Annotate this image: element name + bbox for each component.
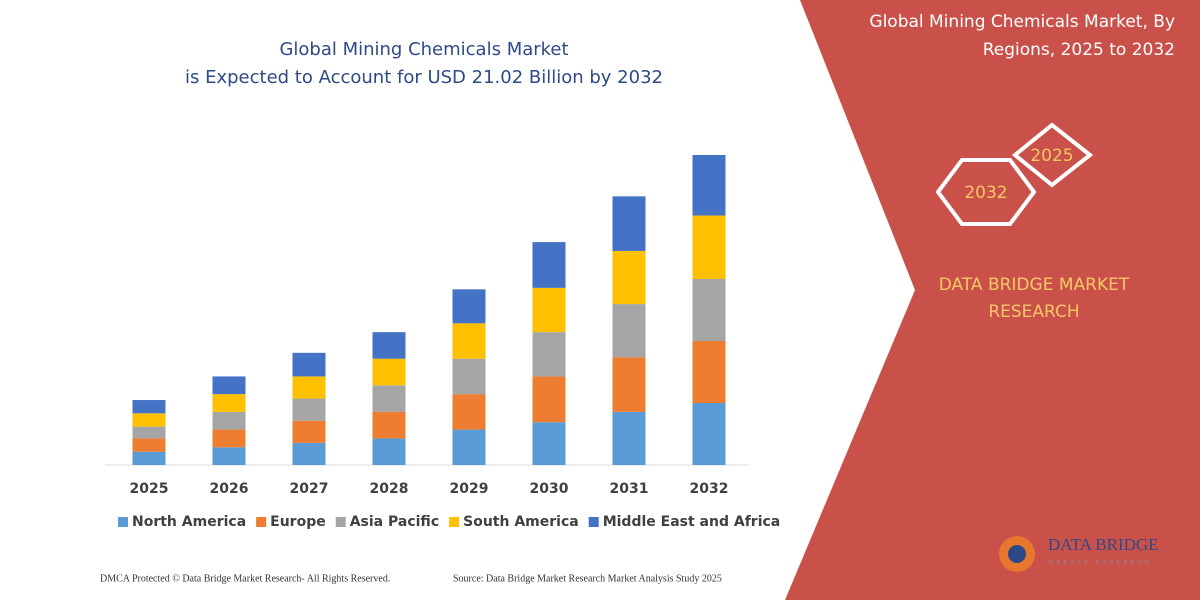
- bar-segment: [132, 438, 166, 452]
- legend-swatch: [118, 517, 128, 527]
- bar-segment: [612, 250, 646, 305]
- bar-segment: [452, 394, 486, 430]
- bar-segment: [212, 376, 246, 395]
- legend-label: Europe: [270, 514, 326, 530]
- side-panel: [785, 0, 1200, 600]
- x-tick-label: 2031: [610, 481, 649, 497]
- bar-segment: [612, 357, 646, 412]
- bar-segment: [692, 341, 726, 403]
- bar-segment: [292, 398, 326, 421]
- bar-segment: [132, 426, 166, 439]
- bar-segment: [372, 411, 406, 439]
- bar-segment: [212, 411, 246, 430]
- legend-swatch: [449, 517, 460, 527]
- bar-segment: [292, 442, 326, 465]
- x-tick-label: 2026: [210, 481, 249, 497]
- hexagon: [1011, 122, 1094, 188]
- x-tick-label: 2032: [690, 481, 729, 497]
- bar-segment: [292, 352, 326, 377]
- bar-segment: [372, 385, 406, 412]
- bar-segment: [532, 242, 566, 288]
- bar-segment: [612, 411, 646, 465]
- hexagon: [935, 158, 1037, 226]
- x-tick-label: 2028: [370, 481, 409, 497]
- logo-tagline: MARKET RESEARCH: [1048, 560, 1152, 567]
- legend-swatch: [335, 517, 346, 527]
- bar-segment: [212, 429, 246, 448]
- bar-segment: [452, 289, 486, 324]
- brand-text: DATA BRIDGE MARKET: [939, 275, 1130, 295]
- panel-title: Regions, 2025 to 2032: [983, 40, 1175, 60]
- bar-segment: [452, 429, 486, 465]
- bar-segment: [692, 403, 726, 465]
- panel-title: Global Mining Chemicals Market, By: [869, 12, 1175, 32]
- legend-swatch: [588, 517, 599, 527]
- bar-segment: [212, 394, 246, 412]
- bar-segment: [132, 451, 166, 465]
- legend-label: Asia Pacific: [350, 514, 439, 530]
- bar-segment: [292, 376, 326, 399]
- bar-segment: [532, 422, 566, 465]
- logo-name: DATA BRIDGE: [1048, 535, 1159, 554]
- x-tick-label: 2029: [450, 481, 489, 497]
- bar-segment: [372, 332, 406, 359]
- legend-label: North America: [132, 514, 246, 530]
- bar-segment: [372, 438, 406, 465]
- bar-segment: [692, 279, 726, 341]
- bar-segment: [452, 323, 486, 359]
- legend-swatch: [256, 517, 267, 527]
- hexagon-label: 2025: [1030, 146, 1073, 166]
- bar-segment: [212, 447, 246, 465]
- hexagon-label: 2032: [964, 183, 1007, 203]
- bar-segment: [132, 413, 166, 427]
- x-tick-label: 2025: [130, 481, 169, 497]
- legend-label: Middle East and Africa: [603, 514, 781, 530]
- chart-title: Global Mining Chemicals Market: [279, 39, 568, 60]
- bar-segment: [612, 196, 646, 251]
- bar-segment: [692, 215, 726, 279]
- x-tick-label: 2030: [530, 481, 569, 497]
- bar-segment: [292, 420, 326, 443]
- bar-segment: [612, 304, 646, 358]
- legend-label: South America: [463, 514, 579, 530]
- bar-segment: [132, 400, 166, 414]
- bar-segment: [452, 358, 486, 395]
- bar-segment: [532, 332, 566, 377]
- chart-title: is Expected to Account for USD 21.02 Bil…: [185, 67, 663, 88]
- x-tick-label: 2027: [290, 481, 329, 497]
- logo-icon: [1008, 545, 1026, 563]
- copyright: DMCA Protected © Data Bridge Market Rese…: [100, 573, 390, 584]
- bar-segment: [532, 287, 566, 333]
- source: Source: Data Bridge Market Research Mark…: [453, 573, 722, 584]
- bar-segment: [692, 155, 726, 216]
- brand-text: RESEARCH: [988, 302, 1079, 322]
- bar-segment: [532, 376, 566, 423]
- bar-segment: [372, 358, 406, 386]
